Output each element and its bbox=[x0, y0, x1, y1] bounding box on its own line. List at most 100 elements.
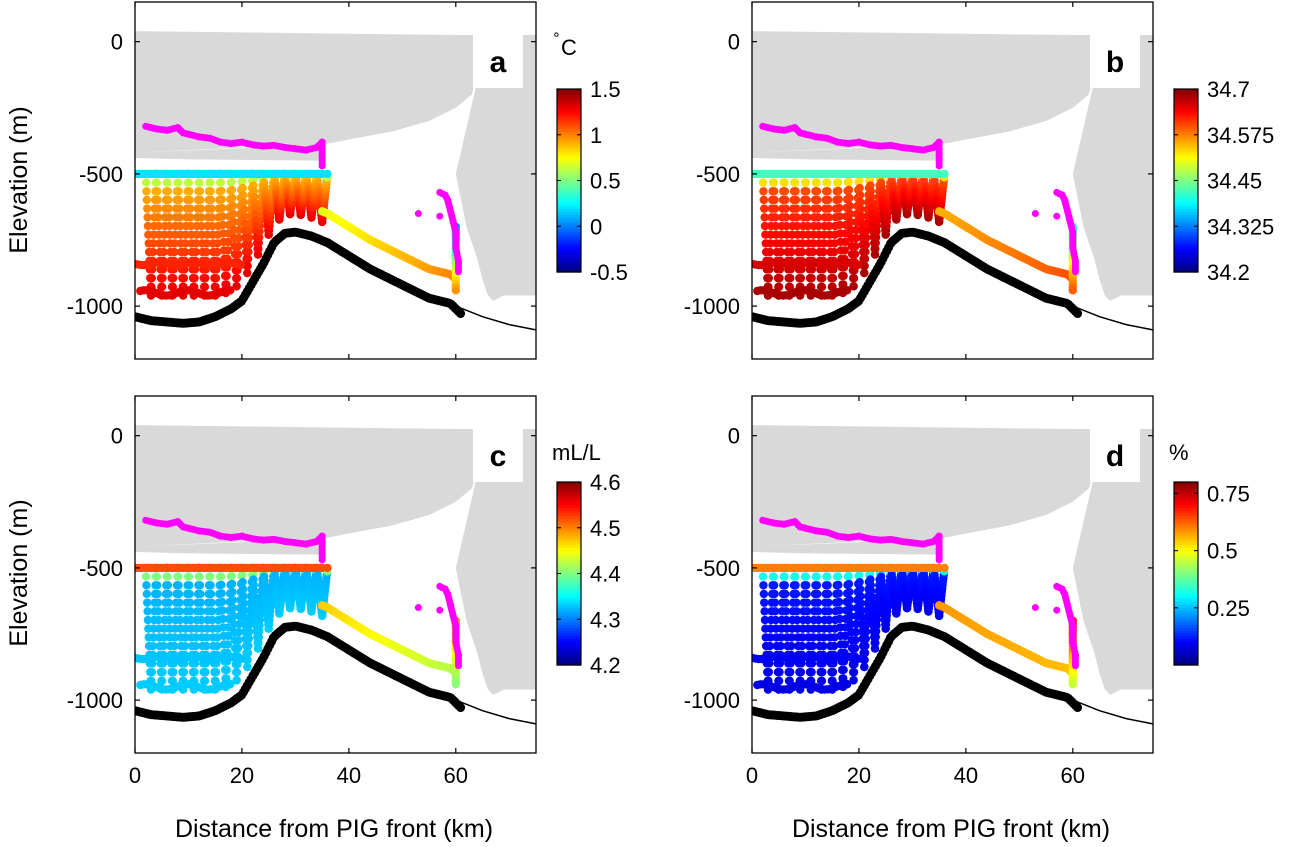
colorbar-segment bbox=[1174, 619, 1198, 623]
data-point bbox=[217, 203, 227, 213]
data-point bbox=[850, 249, 860, 259]
colorbar-segment bbox=[557, 604, 581, 609]
colorbar-segment bbox=[1174, 157, 1198, 162]
data-point bbox=[238, 183, 247, 193]
colorbar-segment bbox=[1174, 94, 1198, 99]
colorbar-segment bbox=[1174, 100, 1198, 104]
data-point bbox=[860, 268, 869, 278]
data-point bbox=[819, 247, 828, 257]
data-point bbox=[844, 177, 853, 187]
data-point bbox=[195, 572, 204, 581]
ice-shelf bbox=[135, 31, 536, 153]
data-point bbox=[861, 627, 871, 636]
data-point bbox=[835, 614, 845, 624]
colorbar-segment bbox=[557, 260, 581, 265]
data-point bbox=[769, 572, 778, 581]
data-point bbox=[451, 680, 460, 689]
colorbar-segment bbox=[557, 544, 581, 549]
x-tick-label: 0 bbox=[746, 763, 758, 788]
ice-shelf bbox=[135, 425, 536, 547]
grounded-ice bbox=[455, 429, 536, 695]
data-point bbox=[802, 598, 812, 607]
colorbar-segment bbox=[1174, 636, 1198, 640]
colorbar-unit-symbol: ∘ bbox=[552, 27, 561, 43]
data-point bbox=[845, 193, 854, 203]
colorbar-segment bbox=[1174, 527, 1198, 532]
bed-point bbox=[456, 309, 466, 319]
data-point bbox=[774, 282, 784, 292]
data-point bbox=[813, 213, 823, 222]
colorbar-segment bbox=[557, 582, 581, 586]
data-point bbox=[792, 204, 801, 213]
data-point bbox=[164, 589, 173, 599]
colorbar-segment bbox=[557, 490, 581, 495]
data-point bbox=[186, 607, 195, 616]
data-point bbox=[142, 187, 151, 196]
data-point bbox=[856, 198, 865, 207]
data-point bbox=[855, 584, 865, 594]
data-point bbox=[175, 598, 184, 607]
data-point bbox=[824, 213, 833, 222]
colorbar-segment bbox=[1174, 194, 1198, 199]
seabed bbox=[135, 227, 466, 328]
data-point bbox=[823, 178, 832, 187]
colorbar-tick-label: 0 bbox=[590, 214, 602, 239]
colorbar-tick-label: 1 bbox=[590, 123, 602, 148]
colorbar-segment bbox=[557, 584, 581, 589]
colorbar-segment bbox=[1174, 490, 1198, 495]
data-point bbox=[849, 274, 859, 283]
colorbar-segment bbox=[1174, 103, 1198, 107]
data-point bbox=[217, 597, 227, 607]
colorbar-segment bbox=[557, 157, 581, 162]
data-point bbox=[238, 570, 247, 580]
data-point bbox=[807, 265, 817, 274]
data-point bbox=[243, 662, 252, 672]
data-point bbox=[849, 676, 858, 685]
data-point bbox=[317, 169, 327, 179]
data-point bbox=[780, 581, 790, 590]
data-point bbox=[776, 641, 785, 651]
colorbar-segment bbox=[1174, 160, 1198, 164]
data-point bbox=[774, 676, 784, 686]
data-point bbox=[766, 633, 775, 642]
colorbar-segment bbox=[1174, 266, 1198, 270]
data-point bbox=[818, 667, 827, 677]
colorbar-segment bbox=[557, 487, 581, 492]
data-point bbox=[211, 273, 221, 283]
colorbar-segment bbox=[1174, 487, 1198, 492]
data-point bbox=[228, 193, 237, 203]
colorbar-segment bbox=[557, 117, 581, 122]
colorbar-segment bbox=[1174, 223, 1198, 227]
colorbar-segment bbox=[557, 177, 581, 182]
colorbar-segment bbox=[1174, 622, 1198, 626]
colorbar-segment bbox=[557, 556, 581, 560]
data-point bbox=[844, 185, 854, 195]
data-point bbox=[227, 571, 236, 581]
data-point bbox=[175, 213, 184, 222]
data-point bbox=[190, 659, 200, 668]
data-point bbox=[240, 212, 249, 221]
data-point bbox=[776, 633, 786, 642]
data-point bbox=[834, 195, 843, 204]
data-point bbox=[154, 615, 163, 625]
colorbar-segment bbox=[557, 163, 581, 167]
data-point bbox=[212, 247, 222, 257]
colorbar-segment bbox=[1174, 254, 1198, 259]
colorbar-segment bbox=[1174, 183, 1198, 187]
y-tick-label: 0 bbox=[728, 30, 740, 55]
seabed bbox=[752, 227, 1083, 328]
data-point bbox=[823, 187, 832, 196]
ice-base-point bbox=[436, 212, 444, 220]
data-point bbox=[211, 676, 220, 686]
y-tick-label: 0 bbox=[111, 30, 123, 55]
grounded-ice bbox=[1072, 429, 1153, 695]
data-point bbox=[222, 271, 231, 281]
colorbar-segment bbox=[557, 137, 581, 142]
colorbar-segment bbox=[557, 642, 581, 646]
panel-label-box bbox=[473, 412, 523, 482]
data-point bbox=[228, 603, 238, 613]
data-point bbox=[824, 598, 833, 607]
colorbar-segment bbox=[557, 171, 581, 176]
colorbar-segment bbox=[557, 504, 581, 509]
colorbar-segment bbox=[1174, 240, 1198, 245]
